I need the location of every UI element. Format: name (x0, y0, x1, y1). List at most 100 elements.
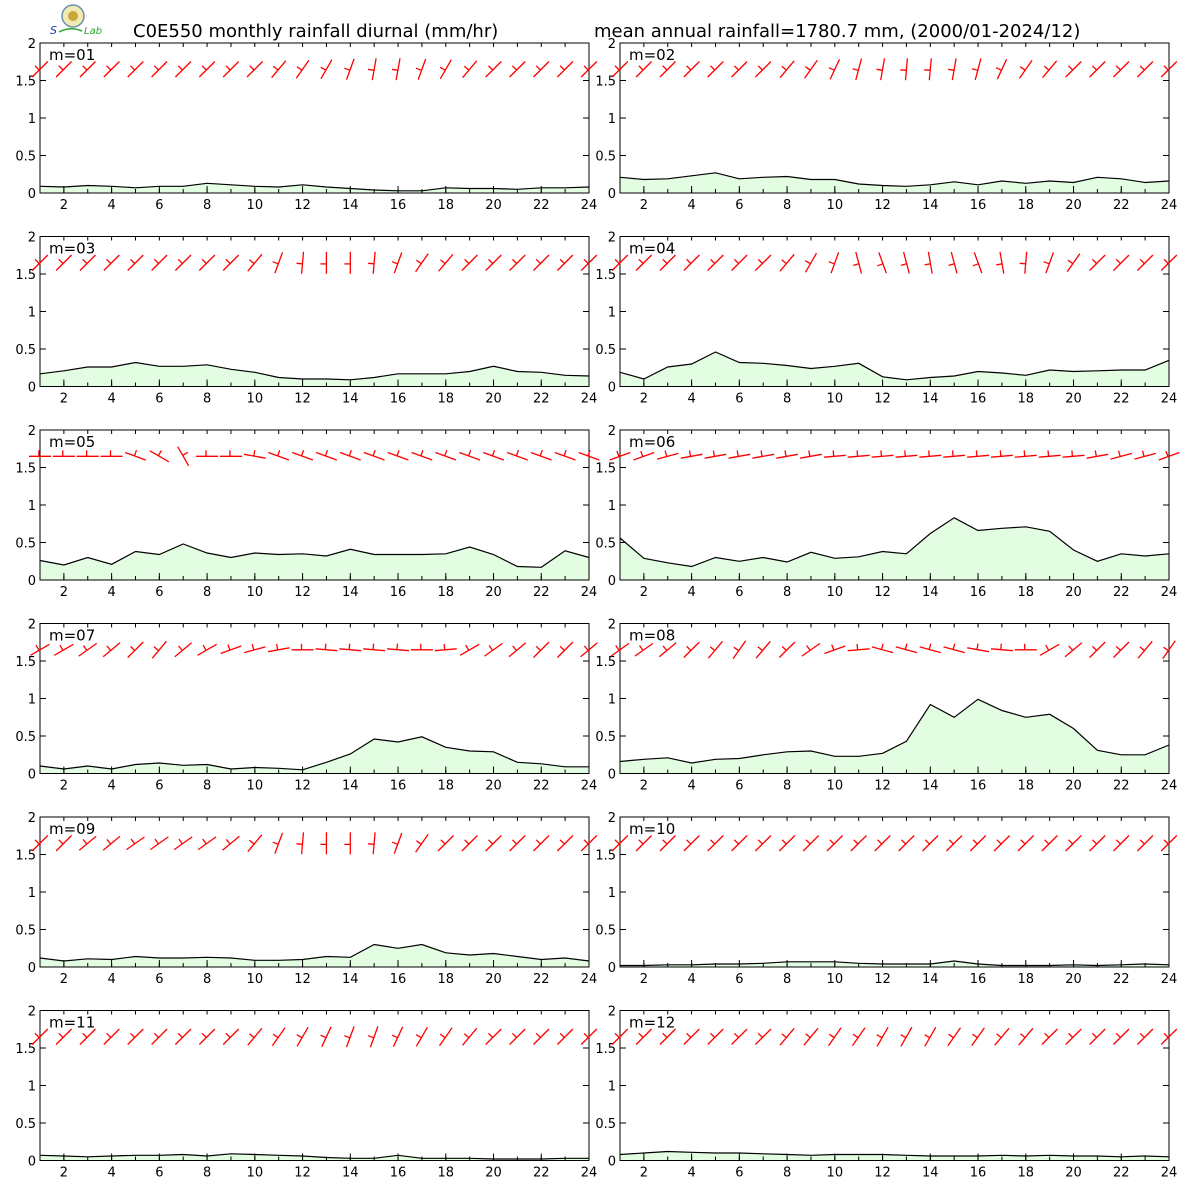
wind-barb (267, 647, 290, 653)
wind-barb (659, 1028, 676, 1045)
wind-barb-flag (686, 839, 692, 845)
wind-barb-flag (1000, 643, 1002, 650)
wind-barb (878, 252, 887, 274)
wind-barb (79, 61, 96, 78)
wind-barb (533, 835, 550, 852)
wind-barb (731, 254, 748, 271)
wind-barb-flag (296, 1034, 303, 1039)
wind-barb-flag (348, 449, 352, 457)
y-tick-label: 0 (28, 961, 36, 976)
x-tick-label: 12 (294, 198, 311, 213)
rainfall-area (40, 736, 589, 774)
x-tick-label: 24 (1161, 779, 1178, 794)
wind-barb-flag (1163, 646, 1169, 652)
x-tick-label: 8 (203, 585, 211, 600)
wind-barb (1113, 835, 1130, 852)
wind-barbs (609, 450, 1180, 461)
wind-barb-flag (1091, 645, 1098, 651)
x-tick-label: 4 (107, 1166, 115, 1181)
wind-barb-flag (662, 65, 668, 71)
rainfall-area (620, 699, 1169, 774)
wind-barb (1089, 61, 1106, 78)
wind-barb-flag (1047, 450, 1050, 457)
wind-barb (683, 1028, 700, 1045)
wind-barb (1158, 451, 1180, 461)
wind-barb (222, 61, 240, 78)
wind-barb-flag (995, 67, 1002, 71)
wind-barb-flag (757, 1032, 763, 1038)
wind-barb-flag (367, 68, 375, 71)
wind-barb-flag (157, 450, 162, 457)
panel-m=12: 00.511.522 4 6 8 10 12 14 16 18 20 22 24m=12 (595, 1005, 1177, 1181)
wind-barb-flag (133, 449, 138, 457)
wind-barb (855, 251, 863, 274)
y-tick-label: 1 (608, 1080, 616, 1095)
wind-barb-flag (686, 1032, 692, 1038)
x-tick-label: 10 (827, 1166, 844, 1181)
wind-barb-flag (440, 259, 446, 265)
y-tick-label: 1 (28, 112, 36, 127)
wind-barb-flag (488, 65, 494, 71)
wind-barb (509, 254, 526, 271)
x-tick-label: 22 (533, 392, 550, 407)
wind-barb-flag (928, 643, 932, 650)
x-tick-label: 2 (640, 392, 648, 407)
x-tick-label: 18 (438, 585, 455, 600)
wind-barb (924, 1026, 937, 1047)
wind-barb (149, 836, 169, 851)
wind-barb (174, 61, 192, 78)
wind-barb (103, 1028, 120, 1045)
wind-barb-flag (58, 258, 64, 264)
wind-barb-flag (948, 839, 954, 845)
wind-barb (731, 61, 748, 78)
wind-barb-flag (440, 839, 446, 845)
x-tick-label: 16 (390, 779, 407, 794)
wind-barb-flag (733, 65, 740, 71)
x-tick-label: 2 (640, 585, 648, 600)
x-tick-label: 24 (581, 1166, 598, 1181)
wind-barb (999, 251, 1005, 274)
x-tick-label: 8 (203, 779, 211, 794)
wind-barb-flag (1117, 450, 1121, 457)
wind-barb (1042, 60, 1058, 79)
wind-barb (994, 1027, 1010, 1046)
wind-barb-flag (686, 258, 692, 264)
wind-barb (244, 646, 266, 654)
x-tick-label: 4 (687, 585, 695, 600)
wind-barb-flag (106, 1032, 112, 1038)
wind-barb (928, 58, 932, 81)
wind-barb (635, 835, 653, 852)
wind-barb-flag (372, 449, 376, 457)
y-tick-label: 0 (28, 187, 36, 202)
month-label: m=10 (629, 820, 675, 838)
wind-barb (778, 641, 796, 658)
wind-barb (578, 451, 600, 461)
x-tick-label: 12 (874, 585, 891, 600)
x-tick-label: 2 (640, 779, 648, 794)
wind-barb-flag (201, 258, 207, 264)
wind-barb-flag (201, 65, 207, 71)
wind-barb-flag (829, 839, 835, 845)
month-label: m=08 (629, 627, 675, 645)
wind-barb (683, 254, 700, 271)
rainfall-line (39, 1153, 589, 1160)
wind-barb (610, 642, 630, 657)
x-tick-label: 24 (1161, 198, 1178, 213)
wind-barb-flag (951, 450, 954, 457)
y-tick-label: 2 (28, 1005, 36, 1020)
wind-barb-flag (952, 643, 956, 650)
wind-barb (823, 454, 846, 458)
y-tick-label: 2 (608, 1005, 616, 1020)
wind-barb-flag (416, 840, 422, 845)
wind-barb-flag (904, 643, 908, 650)
y-tick-label: 0.5 (15, 343, 36, 358)
wind-barb (1113, 254, 1130, 271)
wind-barb (315, 648, 338, 652)
x-tick-label: 16 (970, 392, 987, 407)
wind-barb-flag (880, 643, 884, 650)
x-tick-label: 24 (581, 198, 598, 213)
y-tick-label: 2 (608, 811, 616, 826)
x-tick-label: 22 (533, 585, 550, 600)
x-tick-label: 8 (203, 1166, 211, 1181)
